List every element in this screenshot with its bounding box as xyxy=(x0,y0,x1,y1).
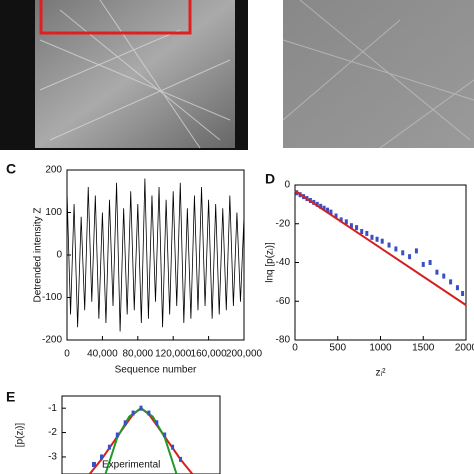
panel-label: E xyxy=(6,389,15,405)
x-axis-label: Sequence number xyxy=(115,365,197,376)
legend-marker xyxy=(92,462,96,467)
marker xyxy=(155,420,159,426)
x-tick-label: 0 xyxy=(64,349,70,360)
x-tick-label: 1000 xyxy=(369,343,392,354)
marker xyxy=(428,260,432,265)
marker xyxy=(401,250,405,256)
x-tick-label: 80,000 xyxy=(123,349,154,360)
marker xyxy=(380,238,384,244)
marker xyxy=(115,432,119,438)
marker xyxy=(461,291,465,296)
marker xyxy=(147,410,151,416)
x-tick-label: 160,000 xyxy=(191,349,228,360)
zoom-photo xyxy=(283,0,474,148)
marker xyxy=(387,242,391,248)
marker xyxy=(375,236,379,242)
marker xyxy=(334,213,338,219)
data-line xyxy=(66,178,245,332)
y-tick-label: 100 xyxy=(45,207,62,218)
marker xyxy=(421,261,425,267)
marker xyxy=(123,420,127,426)
marker xyxy=(329,209,333,215)
y-tick-label: -80 xyxy=(276,335,291,346)
y-tick-label: -3 xyxy=(48,452,57,463)
marker xyxy=(179,456,182,462)
x-tick-label: 40,000 xyxy=(87,349,118,360)
plot-frame xyxy=(61,395,221,474)
marker xyxy=(408,254,412,260)
marker xyxy=(394,246,398,252)
marker xyxy=(322,205,326,211)
marker xyxy=(435,269,439,275)
marker xyxy=(339,217,343,223)
marker xyxy=(360,229,364,234)
y-tick-label: 0 xyxy=(56,250,62,261)
marker xyxy=(131,410,135,416)
y-tick-label: -1 xyxy=(48,403,57,414)
x-tick-label: 0 xyxy=(292,343,298,354)
y-tick-label: -60 xyxy=(276,296,291,307)
marker xyxy=(107,444,111,450)
x-tick-label: 120,000 xyxy=(155,349,192,360)
marker xyxy=(349,223,353,229)
marker xyxy=(414,248,418,254)
marker xyxy=(455,285,459,291)
y-tick-label: 0 xyxy=(284,180,290,191)
marker xyxy=(139,405,143,411)
x-tick-label: 500 xyxy=(329,343,346,354)
marker xyxy=(171,444,175,450)
y-axis-label: Detrended intensity Z xyxy=(33,207,44,302)
data-line xyxy=(294,189,467,306)
y-axis-label: [p(zᵢ)] xyxy=(15,423,26,448)
marker xyxy=(365,230,369,236)
panel-label: D xyxy=(265,171,275,187)
y-tick-label: -20 xyxy=(276,218,291,229)
zoom-texture xyxy=(282,0,474,149)
x-tick-label: 200,000 xyxy=(226,349,263,360)
marker xyxy=(449,279,453,285)
legend-label: Experimental xyxy=(102,460,160,471)
y-tick-label: -100 xyxy=(42,292,62,303)
marker xyxy=(442,273,446,279)
y-axis-label: lnq [p(zᵢ)] xyxy=(265,242,276,283)
marker xyxy=(344,219,348,225)
marker xyxy=(319,203,323,209)
marker xyxy=(315,201,319,207)
marker xyxy=(325,207,329,213)
zoom-region xyxy=(39,0,192,35)
y-tick-label: -200 xyxy=(42,335,62,346)
x-tick-label: 1500 xyxy=(412,343,435,354)
marker xyxy=(100,454,103,460)
y-tick-label: 200 xyxy=(45,165,62,176)
y-tick-label: -2 xyxy=(48,427,57,438)
x-axis-label: zᵢ² xyxy=(376,368,387,379)
marker xyxy=(370,234,374,240)
y-tick-label: -40 xyxy=(276,257,291,268)
panel-label: C xyxy=(6,161,16,177)
sample-photo xyxy=(35,0,235,148)
marker xyxy=(163,432,167,438)
marker xyxy=(355,225,359,231)
